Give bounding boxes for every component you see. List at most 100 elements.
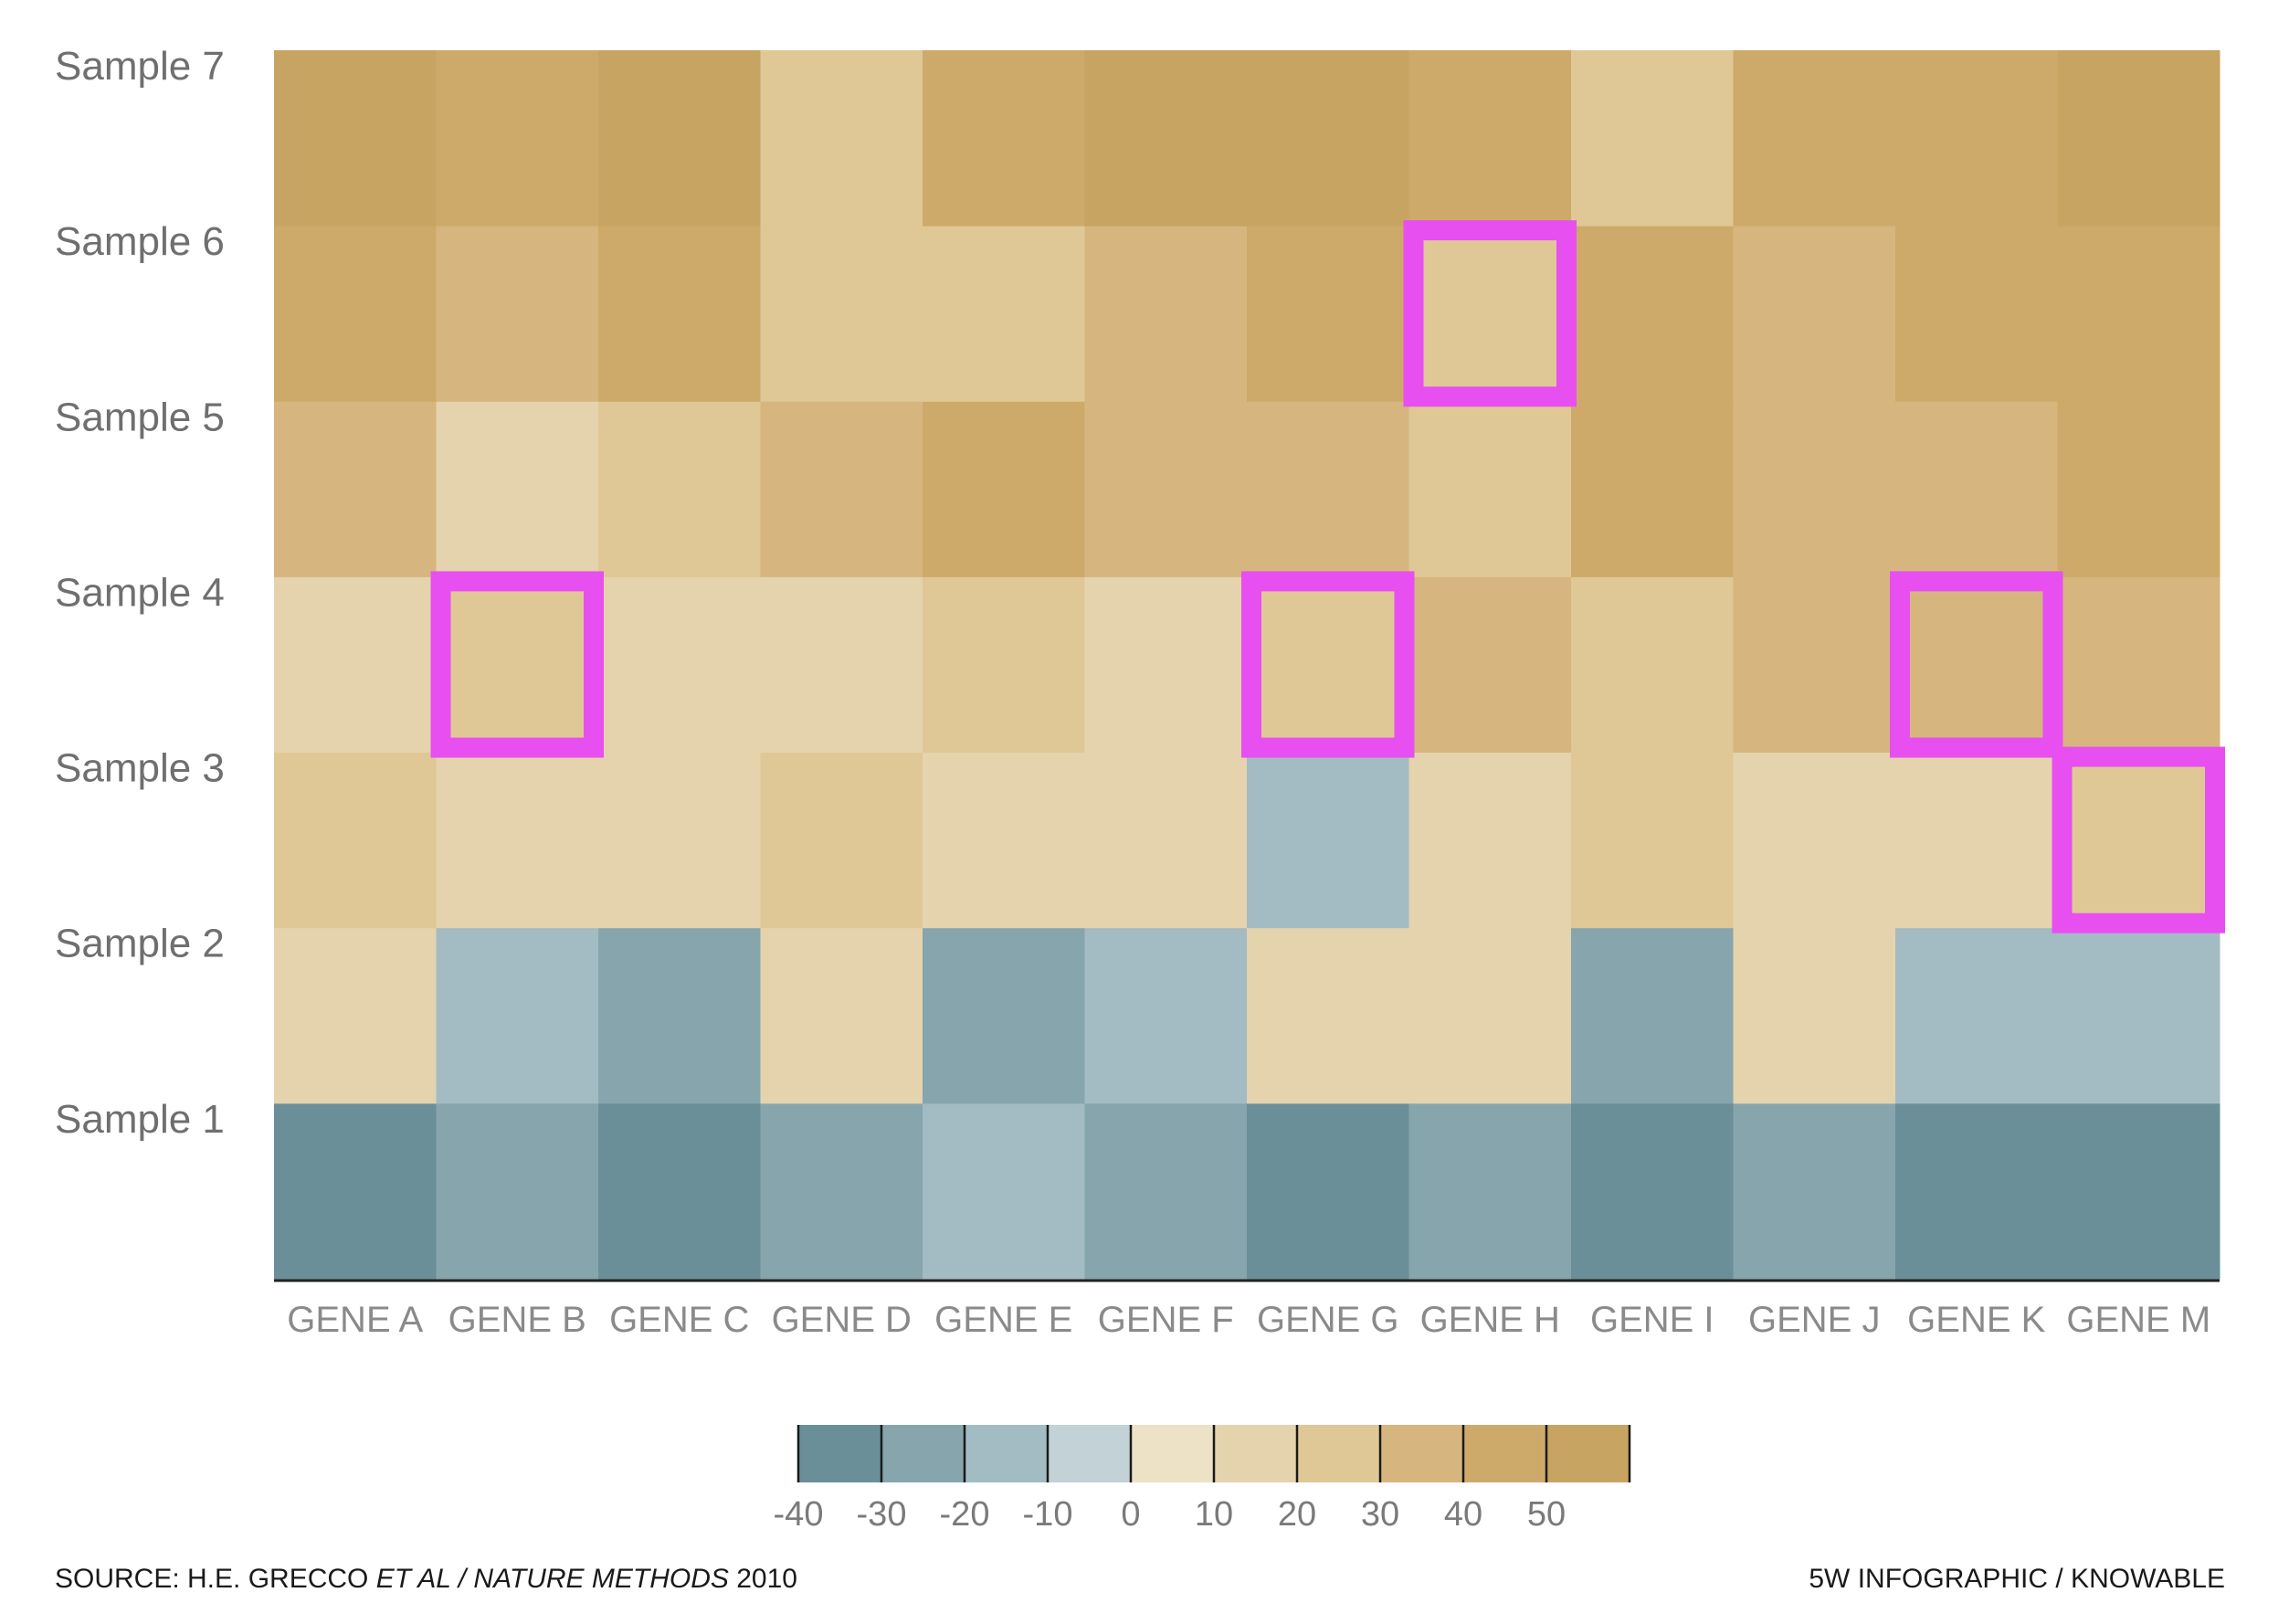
heatmap-cell	[1571, 927, 1734, 1104]
heatmap-cell	[1408, 226, 1572, 402]
source-year: 2010	[728, 1564, 797, 1594]
highlight-boxes	[430, 220, 2225, 933]
heatmap-cell	[1571, 752, 1734, 929]
row-label: Sample 1	[55, 1097, 225, 1142]
heatmap-cell	[1571, 1102, 1734, 1280]
column-label: GENE B	[448, 1300, 586, 1340]
heatmap-cell	[1733, 576, 1896, 754]
colorbar-segment	[1131, 1425, 1214, 1482]
heatmap-cell	[1084, 927, 1248, 1104]
colorbar-segment	[1048, 1425, 1131, 1482]
highlight-box	[1890, 571, 2063, 758]
heatmap-cell	[1247, 226, 1409, 402]
heatmap-cell	[598, 576, 761, 754]
heatmap-cell	[1084, 226, 1248, 402]
colorbar-tick-label: 50	[1527, 1495, 1566, 1534]
row-labels: Sample 1 Sample 2 Sample 3 Sample 4 Sample 5…	[55, 44, 225, 1142]
highlight-box	[1241, 571, 1415, 758]
highlight-box	[430, 571, 604, 758]
infographic-credit: 5W INFOGRAPHIC / KNOWABLE	[1809, 1564, 2225, 1594]
heatmap-cell	[923, 576, 1085, 754]
heatmap-cell	[1571, 576, 1734, 754]
colorbar-tick-label: -30	[857, 1495, 907, 1534]
colorbar-tick-label: 20	[1278, 1495, 1316, 1534]
heatmap-cell	[1084, 1102, 1248, 1280]
heatmap-cell	[2057, 50, 2220, 227]
heatmap-cell	[1408, 927, 1572, 1104]
source-italic: ET AL / NATURE METHODS	[375, 1564, 729, 1594]
colorbar-tick-label: -40	[774, 1495, 824, 1534]
heatmap-cell	[923, 50, 1085, 227]
colorbar-tick-label: -20	[940, 1495, 990, 1534]
heatmap-cell	[274, 576, 437, 754]
heatmap-cell	[436, 927, 599, 1104]
heatmap-cell	[1408, 401, 1572, 577]
colorbar-segment	[1546, 1425, 1630, 1482]
colorbar-segment	[881, 1425, 965, 1482]
colorbar-tick-label: 0	[1121, 1495, 1140, 1534]
heatmap-cell	[1895, 1102, 2058, 1280]
heatmap-cell	[760, 226, 923, 402]
heatmap-cell	[1895, 226, 2058, 402]
heatmap-cell	[274, 1102, 437, 1280]
heatmap-cell	[1895, 50, 2058, 227]
column-label: GENE H	[1420, 1300, 1560, 1340]
heatmap-cell	[923, 752, 1085, 929]
colorbar-segment	[1380, 1425, 1463, 1482]
colorbar-tick-label: 10	[1195, 1495, 1233, 1534]
colorbar-segment	[1297, 1425, 1380, 1482]
heatmap-cell	[436, 401, 599, 577]
heatmap-cell	[1895, 752, 2058, 929]
heatmap-cell	[1408, 50, 1572, 227]
colorbar-segment	[965, 1425, 1048, 1482]
column-label: GENE I	[1590, 1300, 1714, 1340]
heatmap-cell	[923, 1102, 1085, 1280]
heatmap-cell	[1895, 927, 2058, 1104]
heatmap-cell	[760, 50, 923, 227]
heatmap-cell	[1247, 1102, 1409, 1280]
colorbar-tick-labels: -40 -30 -20 -10 0 10 20 30 40 50	[774, 1495, 1566, 1534]
row-label: Sample 6	[55, 219, 225, 264]
column-label: GENE K	[1907, 1300, 2045, 1340]
heatmap-cell	[760, 401, 923, 577]
heatmap-cell	[1733, 50, 1896, 227]
column-label: GENE D	[772, 1300, 912, 1340]
heatmap-cell	[598, 401, 761, 577]
heatmap-cell	[274, 927, 437, 1104]
heatmap-cell	[598, 752, 761, 929]
source-prefix: SOURCE: H.E. GRECCO	[55, 1564, 376, 1594]
heatmap-cell	[598, 226, 761, 402]
colorbar-segment	[1463, 1425, 1546, 1482]
heatmap-cell	[274, 50, 437, 227]
column-label: GENE J	[1748, 1300, 1880, 1340]
heatmap-cell	[2057, 226, 2220, 402]
colorbar-segment	[1214, 1425, 1297, 1482]
source-credit: SOURCE: H.E. GRECCO ET AL / NATURE METHO…	[55, 1564, 797, 1595]
heatmap-cell	[1733, 226, 1896, 402]
row-label: Sample 7	[55, 44, 225, 89]
heatmap-cell	[760, 576, 923, 754]
heatmap-cell	[598, 927, 761, 1104]
colorbar-tick-label: 40	[1444, 1495, 1482, 1534]
heatmap-cell	[1895, 576, 2058, 754]
heatmap-cell	[760, 1102, 923, 1280]
heatmap-cell	[1084, 752, 1248, 929]
heatmap-cell	[436, 1102, 599, 1280]
highlight-box	[1403, 220, 1577, 407]
heatmap-cell	[1084, 401, 1248, 577]
column-label: GENE M	[2066, 1300, 2210, 1340]
heatmap-cell	[1408, 576, 1572, 754]
heatmap-cell	[760, 927, 923, 1104]
row-label: Sample 3	[55, 746, 225, 791]
heatmap-cell	[1247, 50, 1409, 227]
heatmap-cell	[923, 401, 1085, 577]
heatmap-cell	[923, 927, 1085, 1104]
heatmap-cell	[598, 50, 761, 227]
heatmap-cell	[923, 226, 1085, 402]
heatmap-cell	[760, 752, 923, 929]
heatmap-cell	[1571, 50, 1734, 227]
colorbar	[796, 1425, 1631, 1482]
heatmap-cell	[1733, 401, 1896, 577]
heatmap-cell	[1733, 752, 1896, 929]
